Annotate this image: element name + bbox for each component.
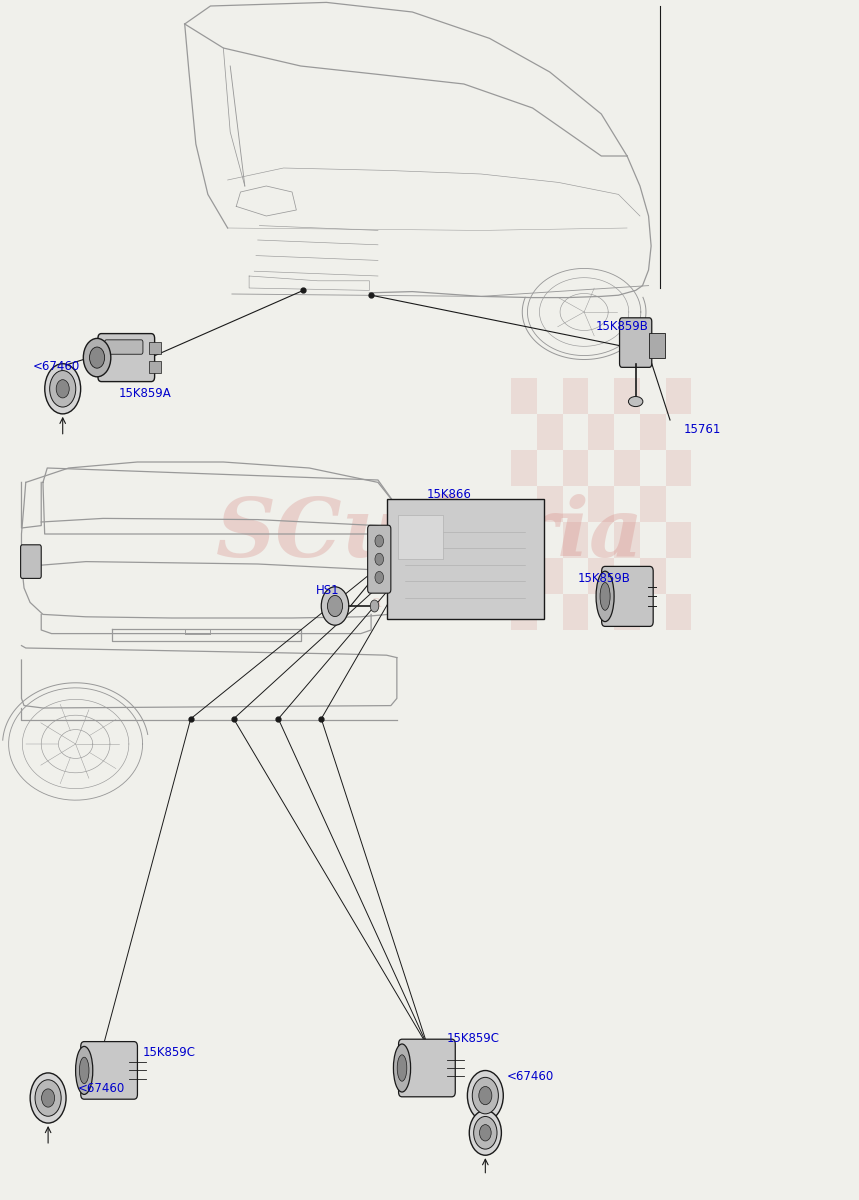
Bar xyxy=(511,522,537,558)
Text: SCuderia: SCuderia xyxy=(216,494,643,574)
FancyBboxPatch shape xyxy=(387,499,544,619)
Text: 15761: 15761 xyxy=(684,424,722,436)
Ellipse shape xyxy=(397,1055,407,1081)
FancyBboxPatch shape xyxy=(399,1039,455,1097)
Circle shape xyxy=(41,1088,55,1108)
FancyBboxPatch shape xyxy=(21,545,41,578)
Circle shape xyxy=(321,587,349,625)
Circle shape xyxy=(89,347,105,368)
Bar xyxy=(666,450,691,486)
Bar xyxy=(614,450,640,486)
Circle shape xyxy=(45,364,81,414)
Circle shape xyxy=(370,600,379,612)
FancyBboxPatch shape xyxy=(98,334,155,382)
Circle shape xyxy=(467,1070,503,1121)
Bar xyxy=(588,558,614,594)
Ellipse shape xyxy=(393,1044,411,1092)
Text: 15K859A: 15K859A xyxy=(119,388,171,400)
Bar xyxy=(149,361,161,373)
Circle shape xyxy=(478,1086,492,1105)
Bar xyxy=(640,558,666,594)
Ellipse shape xyxy=(79,1057,89,1084)
Ellipse shape xyxy=(629,396,643,407)
Circle shape xyxy=(327,595,343,617)
Circle shape xyxy=(50,371,76,407)
FancyBboxPatch shape xyxy=(619,318,652,367)
Text: a r t   p a r t s: a r t p a r t s xyxy=(372,594,487,611)
Text: <67460: <67460 xyxy=(33,360,80,372)
Bar xyxy=(511,594,537,630)
Bar xyxy=(537,414,563,450)
Bar xyxy=(511,378,537,414)
Circle shape xyxy=(375,553,383,565)
Circle shape xyxy=(472,1078,498,1114)
Text: 15K859B: 15K859B xyxy=(595,320,649,332)
Circle shape xyxy=(375,535,383,547)
Circle shape xyxy=(83,338,111,377)
Bar xyxy=(563,522,588,558)
Text: <67460: <67460 xyxy=(507,1070,554,1082)
Circle shape xyxy=(30,1073,66,1123)
Ellipse shape xyxy=(600,582,610,611)
Text: 15K859B: 15K859B xyxy=(578,572,631,584)
Bar xyxy=(614,378,640,414)
Ellipse shape xyxy=(76,1046,93,1094)
Bar xyxy=(537,558,563,594)
Bar xyxy=(666,378,691,414)
Bar xyxy=(614,594,640,630)
Text: HS1: HS1 xyxy=(316,584,340,596)
Bar xyxy=(398,515,442,559)
Text: 15K866: 15K866 xyxy=(427,488,472,500)
Text: 15K859C: 15K859C xyxy=(447,1032,500,1044)
Bar xyxy=(666,594,691,630)
Circle shape xyxy=(35,1080,61,1116)
FancyBboxPatch shape xyxy=(105,340,143,354)
Circle shape xyxy=(473,1116,497,1150)
Text: 15K859C: 15K859C xyxy=(143,1046,196,1058)
Bar xyxy=(588,414,614,450)
FancyBboxPatch shape xyxy=(368,526,391,593)
Text: <67460: <67460 xyxy=(77,1082,125,1094)
Circle shape xyxy=(479,1124,491,1141)
Bar xyxy=(149,342,161,354)
Bar xyxy=(588,486,614,522)
Ellipse shape xyxy=(596,571,614,622)
Circle shape xyxy=(469,1110,502,1156)
Bar xyxy=(666,522,691,558)
Circle shape xyxy=(56,379,70,398)
Bar xyxy=(649,332,666,358)
Bar xyxy=(640,486,666,522)
Bar xyxy=(563,450,588,486)
Bar xyxy=(563,594,588,630)
FancyBboxPatch shape xyxy=(601,566,653,626)
Bar xyxy=(640,414,666,450)
Bar xyxy=(537,486,563,522)
Bar xyxy=(614,522,640,558)
Bar xyxy=(563,378,588,414)
Circle shape xyxy=(375,571,383,583)
Bar xyxy=(511,450,537,486)
FancyBboxPatch shape xyxy=(81,1042,137,1099)
